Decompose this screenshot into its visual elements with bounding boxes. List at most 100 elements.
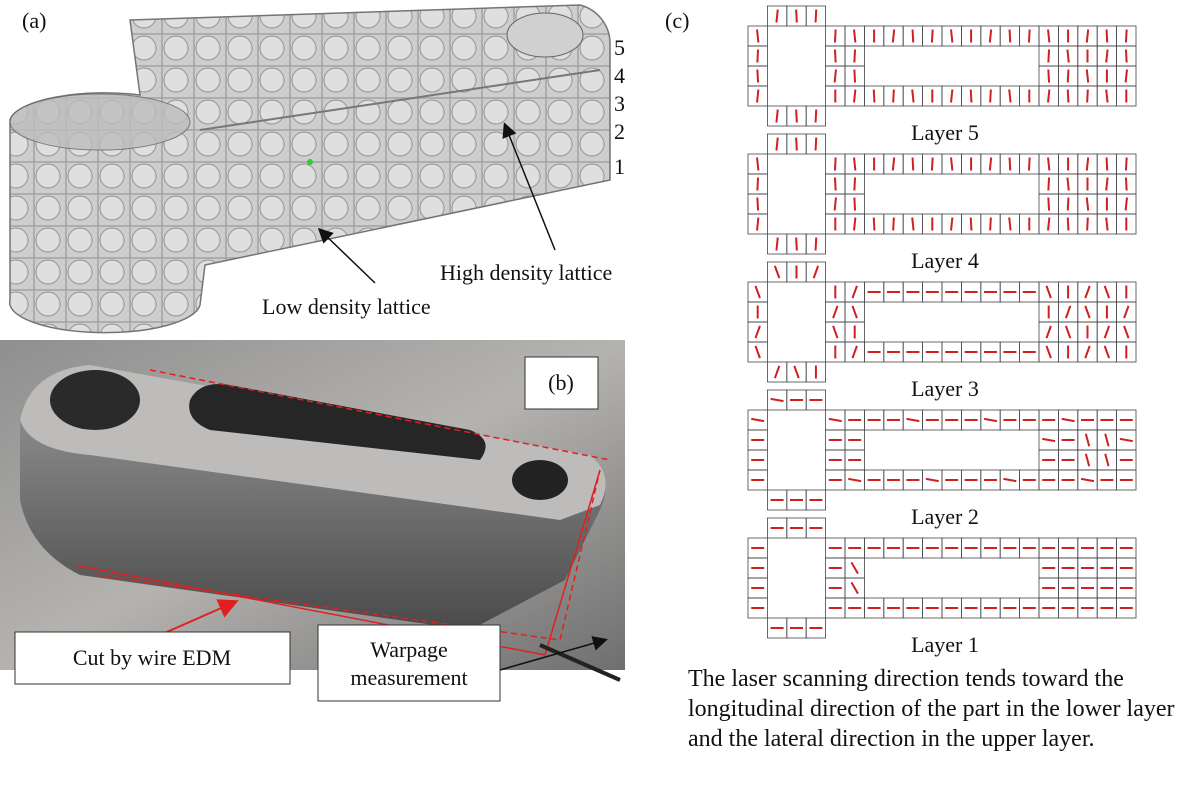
scan-vector: [1107, 158, 1108, 171]
scan-vector: [951, 30, 952, 43]
scan-vector: [874, 218, 875, 231]
layer-number: 2: [614, 119, 625, 144]
scan-vector: [1105, 454, 1108, 467]
scan-vector: [1010, 158, 1011, 171]
scan-vector: [1042, 439, 1055, 441]
scan-vector: [926, 479, 939, 481]
scan-vector: [1066, 326, 1070, 338]
scan-vector: [913, 158, 914, 171]
arrow: [320, 230, 375, 283]
scan-vector: [1126, 70, 1127, 83]
scan-vector: [755, 346, 759, 358]
scan-vector: [1048, 90, 1049, 103]
scan-vector: [835, 70, 836, 83]
scan-vector: [990, 30, 991, 43]
scan-vector: [912, 90, 913, 103]
scan-vector: [1126, 178, 1127, 191]
scan-vector: [1066, 306, 1070, 318]
scan-vector: [852, 286, 856, 298]
scan-vector: [1106, 90, 1107, 103]
scan-vector: [1009, 90, 1010, 103]
scan-vector: [851, 562, 858, 573]
layer-label: Layer 2: [911, 504, 979, 529]
scan-vector: [854, 218, 855, 231]
scan-vector: [833, 326, 837, 338]
scan-vector: [816, 10, 817, 23]
scan-vector: [796, 110, 797, 123]
panel-label: (b): [548, 370, 574, 395]
scan-vector: [1048, 158, 1049, 171]
scan-vector: [835, 178, 836, 191]
scan-vector: [854, 158, 855, 171]
scan-vector: [1068, 218, 1069, 231]
scan-vector: [932, 30, 933, 43]
scan-vector: [796, 138, 797, 151]
scan-vector: [1105, 346, 1109, 358]
scan-vector: [851, 582, 858, 593]
scan-vector: [835, 30, 836, 43]
scan-vector: [1062, 419, 1075, 421]
scan-vector: [1048, 218, 1049, 231]
scan-vector: [796, 10, 797, 23]
figure: (a) 5 4 3 2 1 High density lattice Low d…: [0, 0, 1194, 795]
scan-vector: [1009, 218, 1010, 231]
scan-vector: [1087, 198, 1088, 211]
scan-vector: [835, 158, 836, 171]
scan-vector: [1068, 90, 1069, 103]
panel-label: (a): [22, 8, 46, 33]
scan-vector: [854, 90, 855, 103]
scan-vector: [951, 218, 952, 231]
scan-vector: [932, 158, 933, 171]
scan-vector: [893, 30, 894, 43]
scan-vector: [1067, 50, 1068, 63]
scan-vector: [757, 178, 758, 191]
scan-vector: [1087, 218, 1088, 231]
scan-vector: [1046, 346, 1050, 358]
scan-vector: [1087, 30, 1088, 43]
scan-vector: [990, 218, 991, 231]
layer-number: 4: [614, 63, 625, 88]
scan-vector: [776, 110, 777, 123]
scan-vector: [951, 158, 952, 171]
scan-vector: [1048, 198, 1049, 211]
scan-vector: [1048, 70, 1049, 83]
layer-label: Layer 3: [911, 376, 979, 401]
scan-vector: [874, 90, 875, 103]
scan-vector: [757, 30, 758, 43]
scan-vector: [854, 178, 855, 191]
scan-vector: [912, 218, 913, 231]
annotation: Low density lattice: [262, 294, 431, 319]
scan-vector: [1029, 158, 1030, 171]
annotation: High density lattice: [440, 260, 612, 285]
scan-vector: [893, 218, 894, 231]
scan-grids: Layer 5Layer 4Layer 3Layer 2Layer 1: [748, 6, 1136, 657]
scan-vector: [755, 286, 759, 298]
scan-vector: [1048, 30, 1049, 43]
scan-vector: [951, 90, 952, 103]
scan-vector: [794, 366, 798, 378]
scan-vector: [1086, 434, 1089, 447]
scan-vector: [1029, 30, 1030, 43]
scan-vector: [1046, 286, 1050, 298]
scan-vector: [835, 50, 836, 63]
scan-vector: [984, 419, 997, 421]
layer-number: 3: [614, 91, 625, 116]
scan-vector: [848, 479, 861, 481]
scan-vector: [816, 110, 817, 123]
scan-vector: [757, 158, 758, 171]
scan-vector: [1068, 70, 1069, 83]
scan-vector: [1085, 286, 1089, 298]
scan-vector: [757, 198, 758, 211]
scan-vector: [775, 366, 779, 378]
scan-vector: [854, 198, 855, 211]
scan-vector: [1003, 479, 1016, 481]
scan-vector: [1124, 306, 1128, 318]
scan-vector: [1107, 30, 1108, 43]
scan-vector: [1120, 439, 1133, 441]
scan-vector: [1048, 178, 1049, 191]
scan-vector: [971, 218, 972, 231]
scan-vector: [1085, 346, 1089, 358]
scan-vector: [1048, 50, 1049, 63]
scan-vector: [893, 158, 894, 171]
scan-vector: [854, 70, 855, 83]
